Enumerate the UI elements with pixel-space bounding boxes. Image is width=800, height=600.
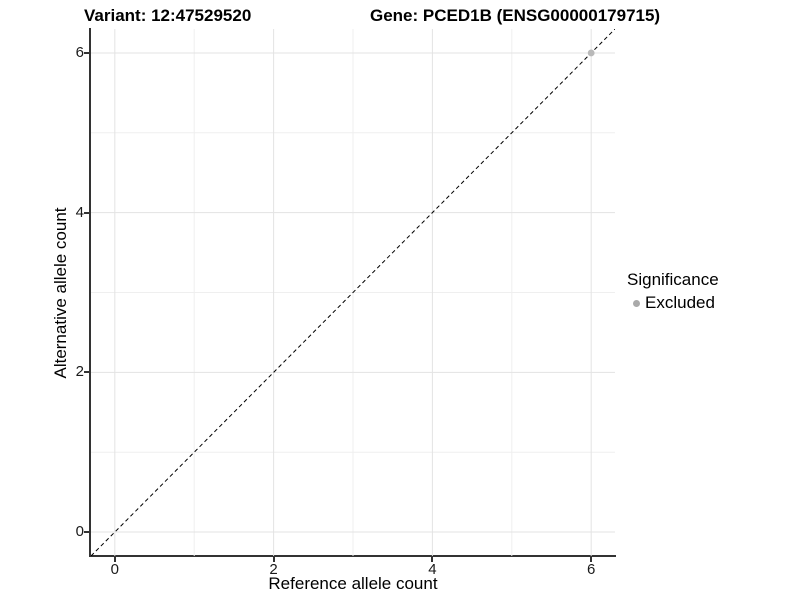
data-point — [587, 49, 595, 57]
x-tick-label: 6 — [587, 561, 596, 578]
x-axis-tick — [590, 557, 593, 562]
legend-title: Significance — [627, 270, 719, 289]
legend-item-label: Excluded — [645, 293, 715, 312]
y-axis-tick — [84, 211, 89, 214]
y-tick-label: 0 — [75, 523, 84, 541]
y-tick-label: 4 — [75, 203, 84, 221]
x-axis-title: Reference allele count — [268, 574, 438, 593]
gene-title: Gene: PCED1B (ENSG00000179715) — [370, 6, 661, 25]
identity-line — [90, 28, 616, 557]
x-axis-tick — [272, 557, 275, 562]
x-tick-label: 4 — [428, 561, 437, 578]
plot-panel — [90, 28, 616, 557]
y-tick-label: 2 — [75, 363, 84, 381]
y-axis-title: Alternative allele count — [51, 207, 70, 379]
y-axis-tick — [84, 371, 89, 374]
x-axis-line — [89, 555, 616, 557]
x-tick-label: 2 — [269, 561, 278, 578]
x-axis-tick — [431, 557, 434, 562]
y-axis-line — [89, 28, 91, 557]
y-tick-label: 6 — [75, 43, 84, 61]
x-axis-tick — [113, 557, 116, 562]
plot-svg — [90, 28, 616, 557]
legend-point-icon — [633, 299, 640, 307]
variant-title: Variant: 12:47529520 — [84, 6, 252, 25]
y-axis-tick — [84, 51, 89, 54]
legend: Significance Excluded — [627, 270, 719, 313]
legend-item: Excluded — [627, 293, 719, 313]
y-axis-tick — [84, 531, 89, 534]
x-tick-label: 0 — [110, 561, 119, 578]
